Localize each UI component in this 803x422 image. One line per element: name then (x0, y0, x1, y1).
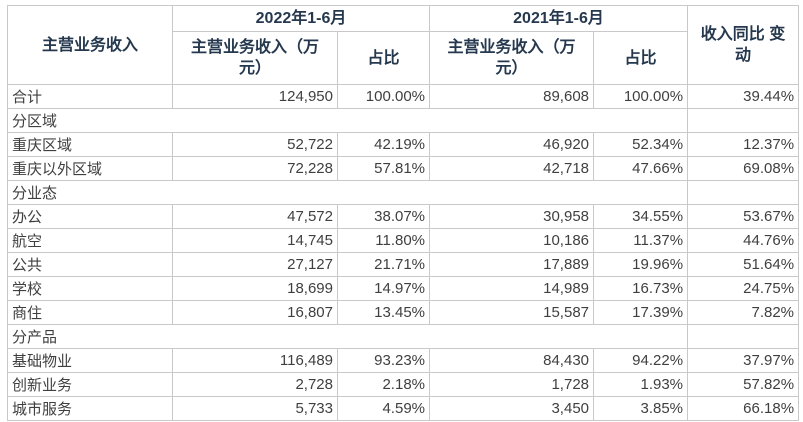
table-row: 重庆区域 52,722 42.19% 46,920 52.34% 12.37% (7, 132, 800, 157)
yoy-cell: 39.44% (687, 84, 800, 109)
share-2021-cell: 3.85% (593, 396, 689, 421)
share-2021-cell: 11.37% (593, 228, 689, 253)
share-2021-cell: 100.00% (593, 84, 689, 109)
revenue-2021-cell: 30,958 (429, 204, 595, 229)
section-label: 分区域 (6, 108, 689, 133)
table-row: 公共 27,127 21.71% 17,889 19.96% 51.64% (7, 252, 800, 277)
yoy-cell: 57.82% (687, 372, 800, 397)
revenue-subheader-2022: 主营业务收入（万元） (172, 31, 338, 85)
table-row-total: 合计 124,950 100.00% 89,608 100.00% 39.44% (7, 84, 800, 109)
group-header-2021: 2021年1-6月 (429, 5, 689, 32)
revenue-2021-cell: 89,608 (429, 84, 595, 109)
revenue-2022-cell: 47,572 (172, 204, 338, 229)
yoy-cell: 66.18% (687, 396, 800, 421)
share-subheader-2022: 占比 (336, 31, 431, 85)
table-row: 学校 18,699 14.97% 14,989 16.73% 24.75% (7, 276, 800, 301)
share-2022-cell: 14.97% (336, 276, 431, 301)
revenue-2022-cell: 27,127 (172, 252, 338, 277)
row-label: 办公 (7, 204, 173, 229)
table-row: 基础物业 116,489 93.23% 84,430 94.22% 37.97% (7, 348, 800, 373)
revenue-subheader-2021: 主营业务收入（万元） (429, 31, 595, 85)
section-row-product: 分产品 (6, 324, 800, 349)
header-row-subcolumns: 主营业务收入（万元） 占比 主营业务收入（万元） 占比 (8, 31, 799, 85)
row-label: 基础物业 (7, 348, 173, 373)
share-subheader-2021: 占比 (593, 31, 689, 85)
revenue-2022-cell: 16,807 (172, 300, 338, 325)
yoy-cell: 44.76% (687, 228, 800, 253)
row-label: 重庆区域 (7, 132, 173, 157)
empty-cell (687, 324, 800, 349)
revenue-comparison-table: 主营业务收入 2022年1-6月 2021年1-6月 收入同比 变动 主营业务收… (6, 5, 800, 421)
yoy-cell: 69.08% (687, 156, 800, 181)
share-2022-cell: 57.81% (336, 156, 431, 181)
yoy-cell: 7.82% (687, 300, 800, 325)
row-label: 学校 (7, 276, 173, 301)
row-label: 城市服务 (7, 396, 173, 421)
revenue-2021-cell: 14,989 (429, 276, 595, 301)
section-row-segment: 分业态 (6, 180, 800, 205)
table-container: 主营业务收入 2022年1-6月 2021年1-6月 收入同比 变动 主营业务收… (6, 5, 800, 421)
table-row: 商住 16,807 13.45% 15,587 17.39% 7.82% (7, 300, 800, 325)
yoy-cell: 12.37% (687, 132, 800, 157)
share-2022-cell: 11.80% (336, 228, 431, 253)
table-row: 航空 14,745 11.80% 10,186 11.37% 44.76% (7, 228, 800, 253)
table-row: 城市服务 5,733 4.59% 3,450 3.85% 66.18% (7, 396, 800, 421)
share-2022-cell: 13.45% (336, 300, 431, 325)
share-2022-cell: 93.23% (336, 348, 431, 373)
revenue-2021-cell: 1,728 (429, 372, 595, 397)
revenue-2022-cell: 52,722 (172, 132, 338, 157)
share-2022-cell: 2.18% (336, 372, 431, 397)
section-label: 分产品 (6, 324, 689, 349)
share-2022-cell: 42.19% (336, 132, 431, 157)
share-2022-cell: 100.00% (336, 84, 431, 109)
revenue-2021-cell: 17,889 (429, 252, 595, 277)
share-2021-cell: 16.73% (593, 276, 689, 301)
share-2021-cell: 1.93% (593, 372, 689, 397)
share-2022-cell: 38.07% (336, 204, 431, 229)
share-2022-cell: 21.71% (336, 252, 431, 277)
share-2022-cell: 4.59% (336, 396, 431, 421)
row-label: 商住 (7, 300, 173, 325)
row-header: 主营业务收入 (7, 5, 173, 85)
row-label: 公共 (7, 252, 173, 277)
row-label: 重庆以外区域 (7, 156, 173, 181)
share-2021-cell: 17.39% (593, 300, 689, 325)
revenue-2021-cell: 15,587 (429, 300, 595, 325)
revenue-2022-cell: 18,699 (172, 276, 338, 301)
share-2021-cell: 94.22% (593, 348, 689, 373)
share-2021-cell: 47.66% (593, 156, 689, 181)
yoy-cell: 53.67% (687, 204, 800, 229)
revenue-2022-cell: 14,745 (172, 228, 338, 253)
revenue-2021-cell: 10,186 (429, 228, 595, 253)
section-row-region: 分区域 (6, 108, 800, 133)
revenue-2021-cell: 84,430 (429, 348, 595, 373)
yoy-cell: 37.97% (687, 348, 800, 373)
row-label: 航空 (7, 228, 173, 253)
revenue-2022-cell: 124,950 (172, 84, 338, 109)
empty-cell (687, 180, 800, 205)
share-2021-cell: 52.34% (593, 132, 689, 157)
section-label: 分业态 (6, 180, 689, 205)
revenue-2021-cell: 42,718 (429, 156, 595, 181)
group-header-2022: 2022年1-6月 (171, 5, 431, 32)
row-label: 创新业务 (7, 372, 173, 397)
share-2021-cell: 34.55% (593, 204, 689, 229)
empty-cell (687, 108, 800, 133)
revenue-2022-cell: 5,733 (172, 396, 338, 421)
table-row: 重庆以外区域 72,228 57.81% 42,718 47.66% 69.08… (7, 156, 800, 181)
revenue-2021-cell: 3,450 (429, 396, 595, 421)
row-label: 合计 (7, 84, 173, 109)
yoy-cell: 51.64% (687, 252, 800, 277)
revenue-2021-cell: 46,920 (429, 132, 595, 157)
yoy-cell: 24.75% (687, 276, 800, 301)
share-2021-cell: 19.96% (593, 252, 689, 277)
header-row-groups: 主营业务收入 2022年1-6月 2021年1-6月 收入同比 变动 (7, 5, 800, 85)
revenue-2022-cell: 72,228 (172, 156, 338, 181)
yoy-header: 收入同比 变动 (687, 5, 800, 85)
table-row: 创新业务 2,728 2.18% 1,728 1.93% 57.82% (7, 372, 800, 397)
revenue-2022-cell: 2,728 (172, 372, 338, 397)
table-row: 办公 47,572 38.07% 30,958 34.55% 53.67% (7, 204, 800, 229)
revenue-2022-cell: 116,489 (172, 348, 338, 373)
